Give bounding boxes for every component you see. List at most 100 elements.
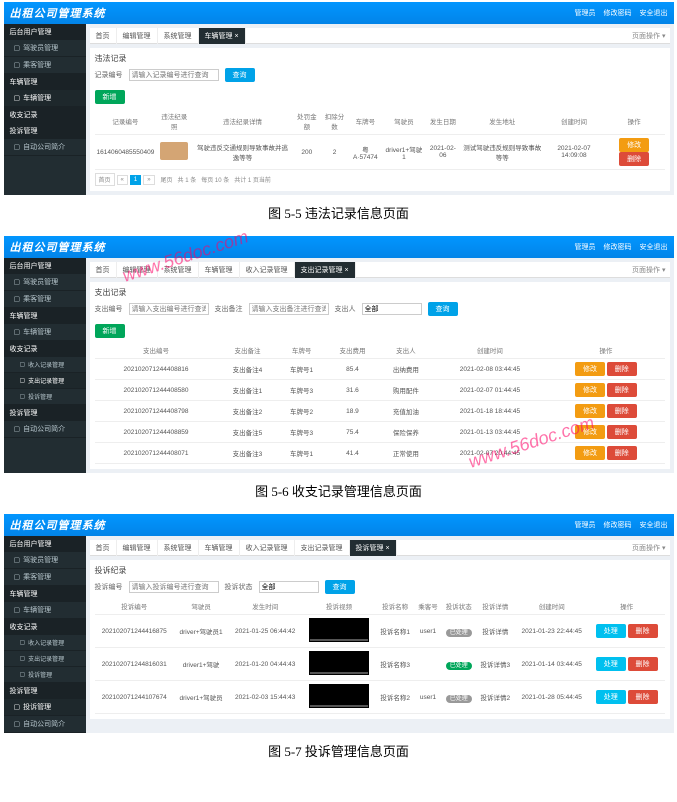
caption: 图 5-6 收支记录管理信息页面 xyxy=(0,481,677,500)
tab[interactable]: 系统管理 xyxy=(158,28,199,44)
tab[interactable]: 编辑管理 xyxy=(117,262,158,278)
search-button[interactable]: 查询 xyxy=(325,580,355,594)
search-input[interactable] xyxy=(129,69,219,81)
status-badge: 已处理 xyxy=(446,662,472,670)
sidebar-item[interactable]: ▢投诉管理 xyxy=(4,389,86,405)
video-thumb xyxy=(309,618,369,642)
sidebar-item[interactable]: ▢驾驶员管理 xyxy=(4,552,86,569)
tab[interactable]: 首页 xyxy=(90,262,117,278)
table-row: 202102071244408580支出备注1车牌号331.6购用配件2021-… xyxy=(95,380,665,401)
sidebar-item[interactable]: ▢投诉管理 xyxy=(4,699,86,716)
tab[interactable]: 编辑管理 xyxy=(117,28,158,44)
brand: 出租公司管理系统 xyxy=(10,5,106,21)
process-button[interactable]: 处理 xyxy=(596,657,626,671)
topbar: 出租公司管理系统 管理员 修改密码 安全退出 xyxy=(4,2,674,24)
tab[interactable]: 支出记录管理 × xyxy=(295,262,356,278)
sidebar-item[interactable]: ▢支出记录管理 xyxy=(4,373,86,389)
search-button[interactable]: 查询 xyxy=(428,302,458,316)
tab[interactable]: 支出记录管理 xyxy=(295,540,350,556)
process-button[interactable]: 处理 xyxy=(596,690,626,704)
table: 记录编号违法纪录照违法纪录详情处罚金额扣除分数车牌号驾驶员发生日期发生地址创建时… xyxy=(95,108,665,170)
top-link[interactable]: 安全退出 xyxy=(640,520,668,530)
select[interactable] xyxy=(259,581,319,593)
delete-button[interactable]: 删除 xyxy=(607,404,637,418)
top-link[interactable]: 修改密码 xyxy=(604,242,632,252)
edit-button[interactable]: 修改 xyxy=(619,138,649,152)
search-input[interactable] xyxy=(129,303,209,315)
sidebar-item[interactable]: ▢收入记录管理 xyxy=(4,635,86,651)
sidebar-item[interactable]: ▢车辆管理 xyxy=(4,602,86,619)
top-link[interactable]: 修改密码 xyxy=(604,8,632,18)
top-link[interactable]: 安全退出 xyxy=(640,242,668,252)
tab[interactable]: 收入记录管理 xyxy=(240,540,295,556)
delete-button[interactable]: 删除 xyxy=(607,446,637,460)
tab[interactable]: 车辆管理 xyxy=(199,262,240,278)
tab[interactable]: 投诉管理 × xyxy=(350,540,397,556)
delete-button[interactable]: 删除 xyxy=(607,362,637,376)
sidebar-item[interactable]: ▢车辆管理 xyxy=(4,90,86,107)
card-title: 投诉纪录 xyxy=(95,565,665,576)
add-button[interactable]: 新增 xyxy=(95,90,125,104)
side-head: 车辆管理 xyxy=(4,74,86,90)
sidebar-item[interactable]: ▢车辆管理 xyxy=(4,324,86,341)
video-thumb xyxy=(309,651,369,675)
sidebar-item[interactable]: ▢支出记录管理 xyxy=(4,651,86,667)
status-badge: 已处理 xyxy=(446,695,472,703)
search-input[interactable] xyxy=(129,581,219,593)
top-link[interactable]: 管理员 xyxy=(575,520,596,530)
search-label: 记录编号 xyxy=(95,70,123,80)
side-head: 后台用户管理 xyxy=(4,24,86,40)
top-link[interactable]: 安全退出 xyxy=(640,8,668,18)
delete-button[interactable]: 删除 xyxy=(628,657,658,671)
side-head: 收支记录 xyxy=(4,107,86,123)
sidebar-item[interactable]: ▢乘客管理 xyxy=(4,291,86,308)
add-button[interactable]: 新增 xyxy=(95,324,125,338)
sidebar-item[interactable]: ▢乘客管理 xyxy=(4,569,86,586)
sidebar-item[interactable]: ▢驾驶员管理 xyxy=(4,40,86,57)
tab-ctrl[interactable]: 页面操作 ▾ xyxy=(628,543,669,553)
sidebar-item[interactable]: ▢乘客管理 xyxy=(4,57,86,74)
brand: 出租公司管理系统 xyxy=(10,239,106,255)
top-link[interactable]: 修改密码 xyxy=(604,520,632,530)
tab[interactable]: 收入记录管理 xyxy=(240,262,295,278)
sidebar-item[interactable]: ▢自动公司简介 xyxy=(4,139,86,156)
tab[interactable]: 系统管理 xyxy=(158,262,199,278)
card-title: 支出记录 xyxy=(95,287,665,298)
tab-ctrl[interactable]: 页面操作 ▾ xyxy=(628,31,669,41)
top-link[interactable]: 管理员 xyxy=(575,242,596,252)
status-badge: 已处理 xyxy=(446,629,472,637)
tab[interactable]: 车辆管理 xyxy=(199,540,240,556)
edit-button[interactable]: 修改 xyxy=(575,362,605,376)
topbar: 出租公司管理系统 管理员 修改密码 安全退出 xyxy=(4,236,674,258)
process-button[interactable]: 处理 xyxy=(596,624,626,638)
table-row: 202102071244816031driver1+驾驶2021-01-20 0… xyxy=(95,648,665,681)
tab-ctrl[interactable]: 页面操作 ▾ xyxy=(628,265,669,275)
sidebar-item[interactable]: ▢自动公司简介 xyxy=(4,716,86,733)
edit-button[interactable]: 修改 xyxy=(575,383,605,397)
sidebar-item[interactable]: ▢自动公司简介 xyxy=(4,421,86,438)
tab[interactable]: 首页 xyxy=(90,540,117,556)
sidebar-item[interactable]: ▢驾驶员管理 xyxy=(4,274,86,291)
delete-button[interactable]: 删除 xyxy=(628,624,658,638)
sidebar-item[interactable]: ▢投诉管理 xyxy=(4,667,86,683)
topbar: 出租公司管理系统 管理员 修改密码 安全退出 xyxy=(4,514,674,536)
tab[interactable]: 车辆管理 × xyxy=(199,28,246,44)
table-row: 202102071244107674driver1+驾驶员2021-02-03 … xyxy=(95,681,665,714)
delete-button[interactable]: 删除 xyxy=(619,152,649,166)
delete-button[interactable]: 删除 xyxy=(628,690,658,704)
tab[interactable]: 编辑管理 xyxy=(117,540,158,556)
delete-button[interactable]: 删除 xyxy=(607,425,637,439)
top-link[interactable]: 管理员 xyxy=(575,8,596,18)
search-button[interactable]: 查询 xyxy=(225,68,255,82)
table-row: 202102071244408816支出备注4车牌号185.4出纳费用2021-… xyxy=(95,359,665,380)
select[interactable] xyxy=(362,303,422,315)
panel-violation: 出租公司管理系统 管理员 修改密码 安全退出 后台用户管理 ▢驾驶员管理 ▢乘客… xyxy=(4,2,674,195)
delete-button[interactable]: 删除 xyxy=(607,383,637,397)
tab[interactable]: 首页 xyxy=(90,28,117,44)
tab[interactable]: 系统管理 xyxy=(158,540,199,556)
sidebar-item[interactable]: ▢收入记录管理 xyxy=(4,357,86,373)
edit-button[interactable]: 修改 xyxy=(575,446,605,460)
edit-button[interactable]: 修改 xyxy=(575,425,605,439)
search-input[interactable] xyxy=(249,303,329,315)
edit-button[interactable]: 修改 xyxy=(575,404,605,418)
